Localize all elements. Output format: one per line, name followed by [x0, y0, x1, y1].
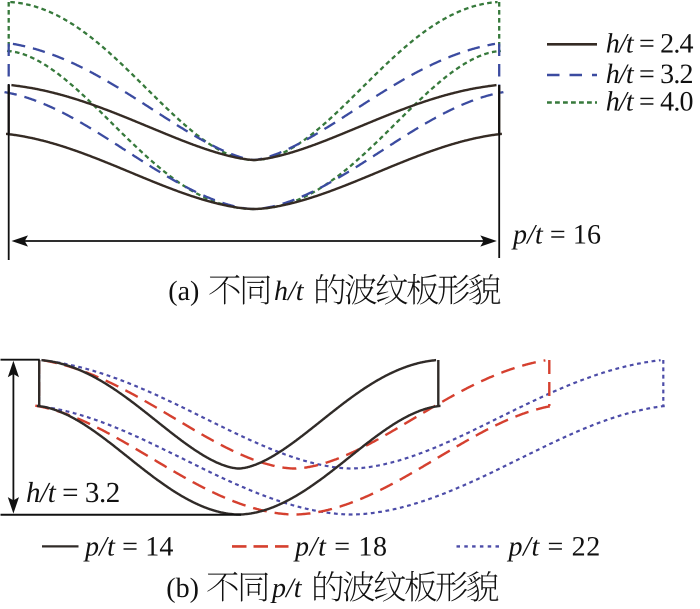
svg-text:h/t = 4.0: h/t = 4.0	[606, 87, 694, 118]
svg-text:p/t = 18: p/t = 18	[293, 532, 387, 563]
svg-text:(a): (a)	[168, 276, 199, 307]
svg-text:p/t = 16: p/t = 16	[511, 220, 601, 251]
svg-text:p/t: p/t	[270, 573, 303, 604]
svg-text:h/t = 2.4: h/t = 2.4	[606, 29, 694, 60]
svg-text:h/t: h/t	[274, 276, 305, 307]
svg-text:p/t = 14: p/t = 14	[83, 532, 173, 563]
svg-text:h/t = 3.2: h/t = 3.2	[26, 477, 120, 509]
svg-text:(b): (b)	[166, 573, 199, 604]
svg-text:p/t = 22: p/t = 22	[507, 532, 601, 563]
svg-text:h/t = 3.2: h/t = 3.2	[606, 59, 694, 90]
